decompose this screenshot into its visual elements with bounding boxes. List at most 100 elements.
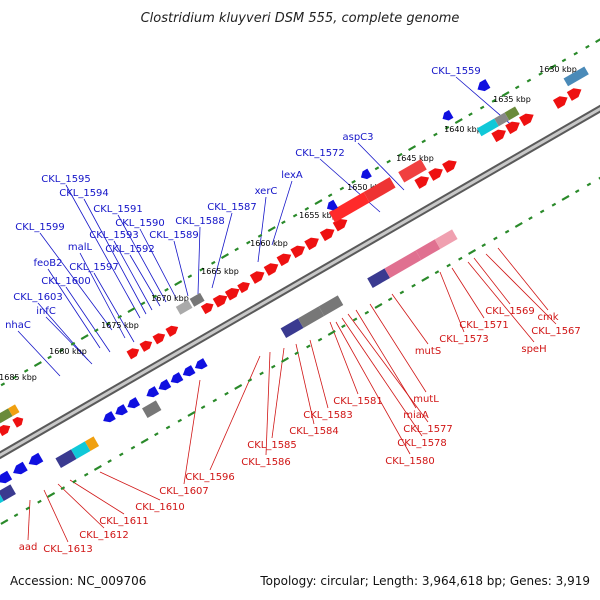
tick-mark xyxy=(224,391,229,396)
tick-mark xyxy=(12,375,17,380)
red-leader-line xyxy=(57,483,105,529)
gene-label: CKL_1567 xyxy=(531,326,581,337)
tick-mark xyxy=(294,351,299,356)
blue-gene-arrow xyxy=(0,470,13,484)
tick-mark xyxy=(551,202,557,207)
kbp-label: 1650 kbp xyxy=(347,183,385,192)
tick-mark xyxy=(83,472,89,477)
red-gene-arrow xyxy=(212,295,228,308)
tick-mark xyxy=(479,105,485,110)
tick-mark xyxy=(220,253,229,259)
tick-mark xyxy=(434,270,440,275)
red-leader-line xyxy=(473,257,511,305)
tick-mark xyxy=(526,78,532,83)
gene-label: cmk xyxy=(537,312,558,323)
tick-mark xyxy=(352,317,358,322)
blue-gene-arrow xyxy=(127,397,141,409)
tick-mark xyxy=(411,283,416,288)
gene-label: CKL_1591 xyxy=(93,204,143,215)
red-leader-line xyxy=(497,247,549,311)
tick-mark xyxy=(444,125,450,130)
tick-mark xyxy=(80,334,89,340)
tick-mark xyxy=(573,51,578,56)
tick-mark xyxy=(327,193,333,198)
gene-label: CKL_1596 xyxy=(185,472,235,483)
tick-mark xyxy=(246,240,251,245)
tick-mark xyxy=(187,411,196,417)
tick-mark xyxy=(94,328,99,333)
blue-leader-line xyxy=(117,214,167,303)
blue-leader-line xyxy=(319,158,381,213)
tick-mark xyxy=(585,44,590,49)
tick-mark xyxy=(257,233,263,238)
tick-mark xyxy=(174,280,183,286)
gene-box xyxy=(476,118,499,137)
gene-box xyxy=(71,441,91,459)
tick-mark xyxy=(164,287,169,292)
accession-text: Accession: NC_009706 xyxy=(10,574,146,588)
blue-leader-line xyxy=(93,272,135,343)
tick-mark xyxy=(37,499,42,504)
blue-gene-arrow xyxy=(28,452,44,466)
red-gene-arrow xyxy=(276,253,292,267)
tick-mark xyxy=(23,368,29,373)
tick-mark xyxy=(399,290,405,295)
tick-mark xyxy=(317,337,323,342)
blue-leader-line xyxy=(271,180,293,246)
blue-leader-line xyxy=(65,286,111,353)
red-leader-line xyxy=(329,321,359,395)
tick-mark xyxy=(341,324,346,329)
blue-leader-line xyxy=(113,240,153,311)
gene-label: malL xyxy=(68,242,93,253)
map-title: Clostridium kluyveri DSM 555, complete g… xyxy=(141,11,460,26)
gene-label: CKL_1594 xyxy=(59,188,109,199)
tick-mark xyxy=(514,222,523,228)
tick-mark xyxy=(433,132,438,137)
gene-label: CKL_1569 xyxy=(485,306,535,317)
blue-leader-line xyxy=(83,198,147,315)
red-gene-arrow xyxy=(152,333,166,345)
red-leader-line xyxy=(99,471,161,501)
tick-mark xyxy=(25,506,31,511)
gene-box xyxy=(415,239,441,260)
tick-mark xyxy=(561,58,567,63)
gene-label: CKL_1586 xyxy=(241,457,291,468)
tick-mark xyxy=(280,357,289,363)
tick-mark xyxy=(152,294,158,299)
red-gene-arrow xyxy=(12,417,24,428)
red-gene-arrow xyxy=(139,340,153,352)
blue-leader-line xyxy=(197,226,201,295)
tick-mark xyxy=(454,118,463,124)
tick-mark xyxy=(595,38,600,43)
gene-label: CKL_1597 xyxy=(69,262,119,273)
gene-box xyxy=(563,66,589,87)
gene-label: CKL_1578 xyxy=(397,438,447,449)
gene-box xyxy=(0,494,4,504)
tick-mark xyxy=(13,513,19,518)
gene-box xyxy=(189,292,205,307)
tick-mark xyxy=(247,378,253,383)
red-gene-arrow xyxy=(566,88,582,101)
gene-box xyxy=(328,192,370,223)
blue-gene-arrow xyxy=(146,386,160,398)
blue-gene-arrow xyxy=(477,79,491,92)
tick-mark xyxy=(504,229,510,234)
red-gene-arrow xyxy=(224,288,240,301)
tick-mark xyxy=(281,220,286,225)
tick-mark xyxy=(364,310,370,315)
gene-label: CKL_1600 xyxy=(41,276,91,287)
kbp-label: 1670 kbp xyxy=(151,294,189,303)
blue-leader-line xyxy=(17,330,61,377)
tick-mark xyxy=(47,492,56,498)
red-gene-arrow xyxy=(491,129,506,143)
tick-mark xyxy=(0,519,9,525)
kbp-label: 1630 kbp xyxy=(539,65,577,74)
tick-mark xyxy=(493,236,498,241)
red-gene-arrow xyxy=(319,228,335,242)
tick-mark xyxy=(398,152,403,157)
red-gene-arrow xyxy=(505,121,520,135)
tick-mark xyxy=(468,249,477,255)
gene-label: CKL_1613 xyxy=(43,544,93,555)
tick-mark xyxy=(199,267,204,272)
